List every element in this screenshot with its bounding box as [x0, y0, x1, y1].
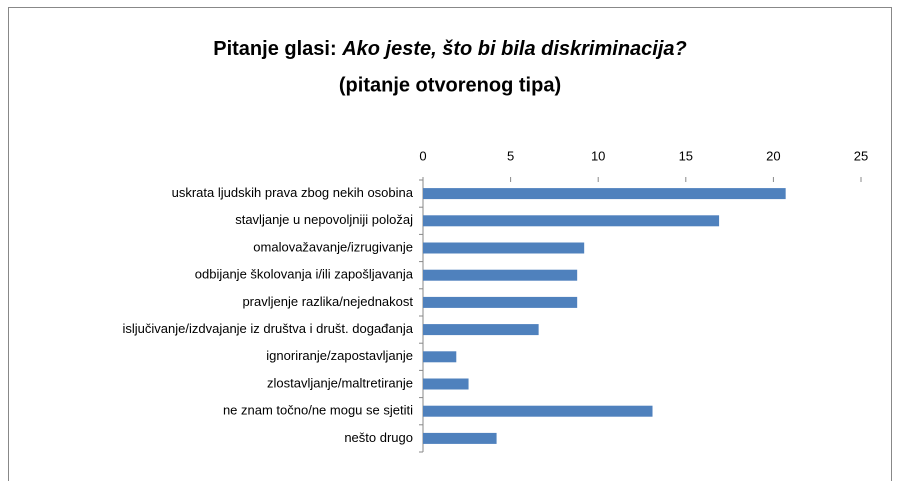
x-tick-label: 0	[419, 148, 426, 163]
y-tick-label: ignoriranje/zapostavljanje	[266, 348, 413, 363]
chart-title: Pitanje glasi:	[213, 38, 336, 60]
x-tick-label: 20	[766, 148, 780, 163]
bar	[423, 432, 497, 444]
bar	[423, 215, 720, 227]
chart-title-question: Ako jeste, što bi bila diskriminacija?	[341, 38, 687, 60]
y-tick-label: pravljenje razlika/nejednakost	[242, 294, 413, 309]
y-tick-label: nešto drugo	[344, 430, 413, 445]
bar	[423, 269, 578, 281]
y-tick-label: odbijanje školovanja i/ili zapošljavanja	[195, 267, 414, 282]
bar	[423, 296, 578, 308]
y-tick-label: omalovažavanje/izrugivanje	[253, 239, 413, 254]
y-tick-label: isljučivanje/izdvajanje iz društva i dru…	[123, 321, 414, 336]
chart-subtitle: (pitanje otvorenog tipa)	[339, 74, 561, 96]
y-tick-label: zlostavljanje/maltretiranje	[267, 375, 413, 390]
chart-title-line: Pitanje glasi: Ako jeste, što bi bila di…	[213, 38, 687, 60]
x-tick-label: 25	[854, 148, 868, 163]
x-tick-label: 10	[591, 148, 605, 163]
bar	[423, 324, 539, 336]
y-tick-label: stavljanje u nepovoljniji položaj	[235, 212, 413, 227]
bar	[423, 351, 457, 363]
y-tick-label: uskrata ljudskih prava zbog nekih osobin…	[172, 185, 414, 200]
bar	[423, 378, 469, 390]
x-tick-label: 15	[679, 148, 693, 163]
bar	[423, 188, 786, 200]
bar	[423, 242, 585, 254]
bar	[423, 405, 653, 417]
y-tick-label: ne znam točno/ne mogu se sjetiti	[223, 403, 413, 418]
x-tick-label: 5	[507, 148, 514, 163]
